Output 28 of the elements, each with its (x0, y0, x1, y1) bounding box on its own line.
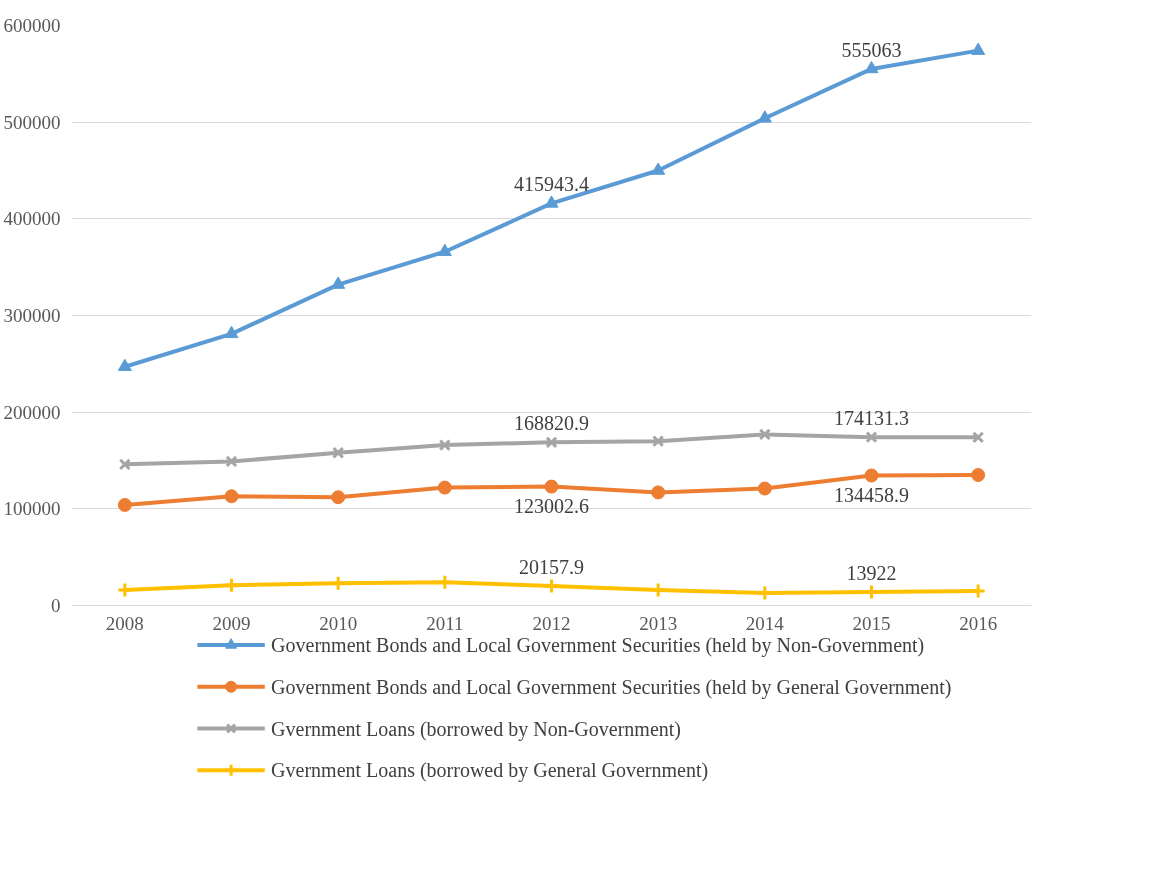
legend-label: Gvernment Loans (borrowed by Non-Government) (271, 717, 681, 741)
y-tick-label: 400000 (3, 208, 61, 230)
y-tick-label: 100000 (3, 498, 61, 520)
data-label: 123002.6 (514, 494, 589, 517)
x-tick-label: 2010 (319, 612, 358, 634)
legend-label: Gvernment Loans (borrowed by General Government) (271, 759, 709, 783)
x-tick-label: 2014 (745, 612, 785, 634)
y-tick-label: 500000 (3, 111, 61, 133)
legend-label: Government Bonds and Local Government Securities (held by General Government) (271, 675, 952, 699)
x-tick-label: 2009 (212, 612, 251, 634)
y-tick-label: 300000 (3, 305, 61, 326)
x-tick-label: 2016 (959, 612, 998, 634)
y-tick-label: 600000 (3, 15, 61, 36)
data-label: 168820.9 (514, 412, 589, 435)
data-label: 555063 (841, 38, 902, 61)
x-tick-label: 2011 (426, 612, 464, 634)
x-tick-label: 2008 (105, 612, 144, 634)
data-label: 20157.9 (519, 556, 584, 579)
y-tick-label: 200000 (3, 401, 61, 423)
y-tick-label: 0 (51, 595, 61, 616)
data-label: 415943.4 (514, 173, 589, 196)
legend-label: Government Bonds and Local Government Securities (held by Non-Government) (271, 634, 925, 658)
data-label: 134458.9 (834, 483, 909, 506)
data-label: 13922 (846, 562, 897, 585)
data-label: 174131.3 (834, 407, 909, 430)
x-tick-label: 2013 (639, 612, 678, 634)
x-tick-label: 2012 (532, 612, 571, 634)
x-tick-label: 2015 (852, 612, 891, 634)
